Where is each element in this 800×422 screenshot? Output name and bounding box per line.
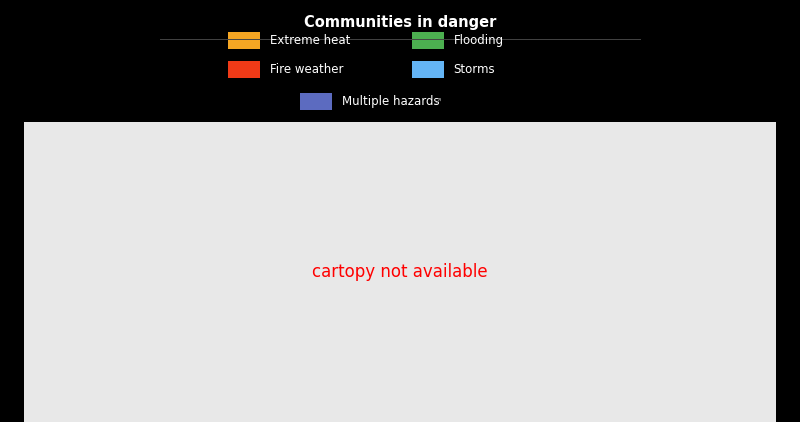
- FancyBboxPatch shape: [228, 61, 260, 78]
- Text: Storms: Storms: [454, 63, 495, 76]
- Text: ↗: ↗: [434, 96, 442, 106]
- FancyBboxPatch shape: [228, 32, 260, 49]
- FancyBboxPatch shape: [412, 61, 444, 78]
- Text: cartopy not available: cartopy not available: [312, 263, 488, 281]
- Text: Communities in danger: Communities in danger: [304, 15, 496, 30]
- Text: Multiple hazards: Multiple hazards: [342, 95, 439, 108]
- FancyBboxPatch shape: [412, 32, 444, 49]
- Text: Flooding: Flooding: [454, 34, 504, 47]
- Text: Fire weather: Fire weather: [270, 63, 343, 76]
- Text: Extreme heat: Extreme heat: [270, 34, 350, 47]
- FancyBboxPatch shape: [300, 93, 332, 110]
